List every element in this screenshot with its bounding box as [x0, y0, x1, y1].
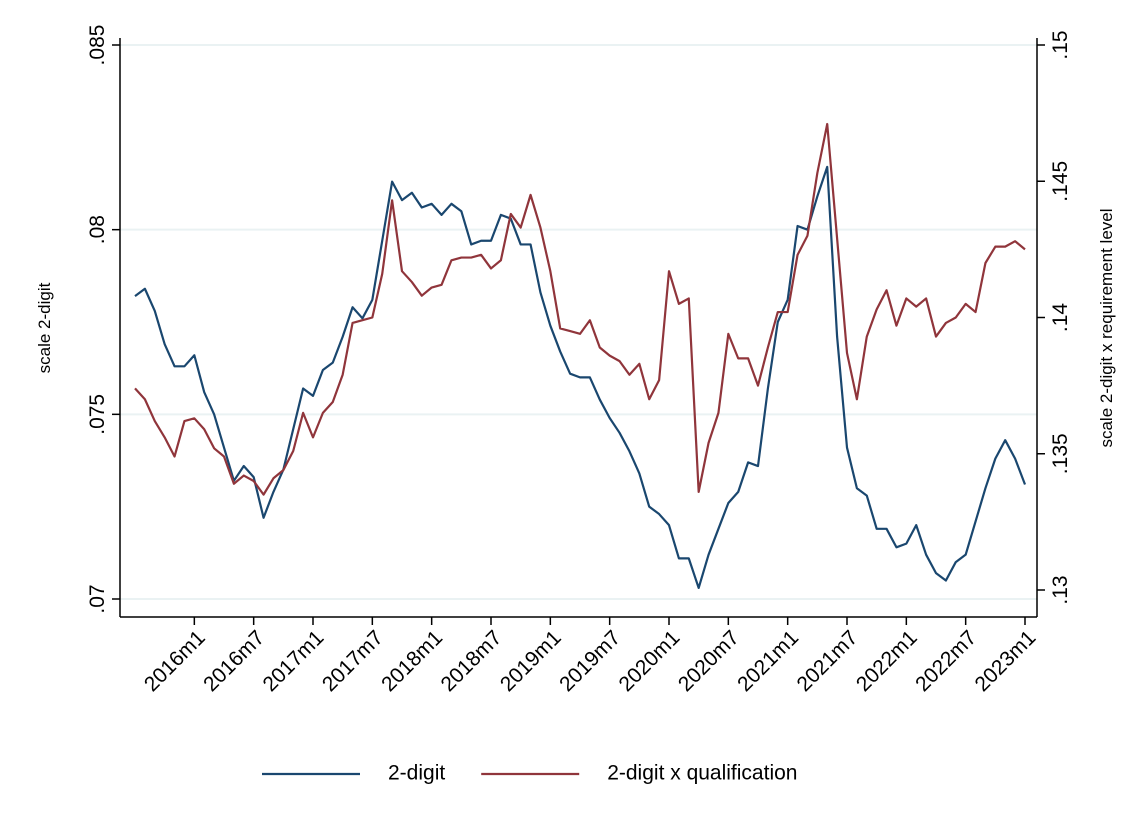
y2-tick-label: .15	[1049, 30, 1072, 59]
legend-label: 2-digit	[388, 762, 445, 785]
y2-tick-label: .13	[1049, 575, 1072, 604]
series-line	[134, 122, 1026, 496]
y2-tick-label: .135	[1049, 433, 1072, 474]
legend-label: 2-digit x qualification	[607, 762, 797, 785]
y2-tick-label: .14	[1049, 303, 1072, 333]
y-tick-label: .07	[86, 584, 109, 613]
y-tick-label: .08	[86, 215, 109, 244]
y2-axis-label: scale 2-digit x requirement level	[1097, 208, 1116, 447]
y2-tick-label: .145	[1049, 161, 1072, 202]
y-tick-label: .085	[86, 25, 109, 66]
y-tick-label: .075	[86, 394, 109, 435]
y-axis-label: scale 2-digit	[35, 282, 54, 373]
